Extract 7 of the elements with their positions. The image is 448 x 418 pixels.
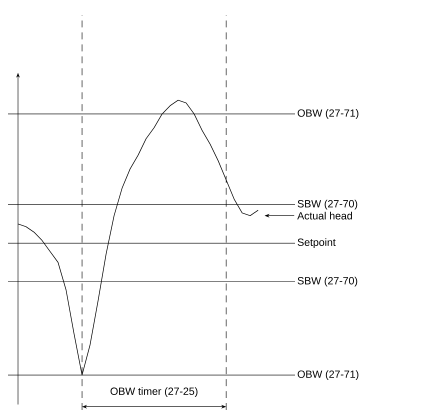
ref-line-label: OBW (27-71) [298,370,358,380]
ref-line-label: SBW (27-70) [298,200,358,210]
text: Actual head [297,212,352,220]
text: OBW timer (27-25) [110,387,198,398]
ref-line-label: SBW (27-70) [298,276,358,287]
ref-line-label: OBW (27-71) [298,109,358,119]
ref-line-label: Setpoint [298,238,336,248]
